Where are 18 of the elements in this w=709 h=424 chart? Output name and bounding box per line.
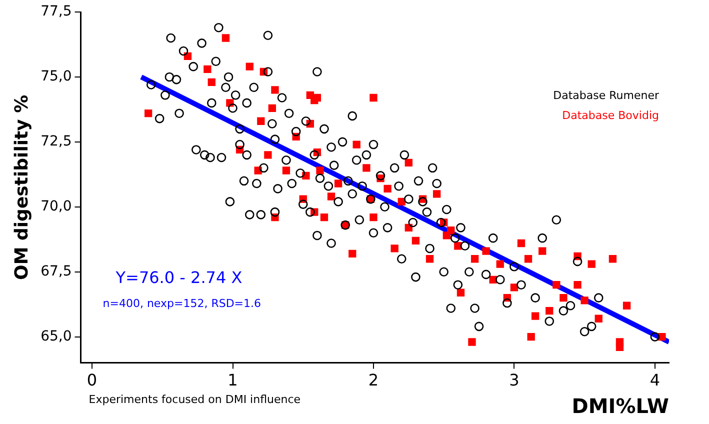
x-tick-label: 2: [368, 370, 379, 390]
x-tick-label: 4: [650, 370, 660, 390]
y-tick-label: 65,0: [40, 328, 72, 344]
y-tick-label: 77,5: [40, 4, 72, 20]
text: Experiments focused on DMI influence: [88, 392, 301, 406]
x-tick-label: 1: [228, 370, 238, 390]
x-tick-label: 0: [86, 370, 98, 390]
y-tick-label: 75,0: [40, 68, 72, 85]
text: Database Bovidig: [562, 108, 659, 122]
y-tick-label: 67,5: [40, 263, 72, 280]
y-axis-title: OM digestibility %: [11, 94, 32, 280]
text: Database Rumener: [553, 88, 660, 102]
x-axis-title: DMI%LW: [572, 394, 669, 418]
x-tick-label: 3: [509, 370, 520, 390]
y-tick-label: 70,0: [40, 198, 72, 215]
y-tick-label: 72,5: [40, 134, 72, 150]
annotation: n=400, nexp=152, RSD=1.6: [102, 296, 262, 310]
annotation: Y=76.0 - 2.74 X: [114, 268, 242, 288]
